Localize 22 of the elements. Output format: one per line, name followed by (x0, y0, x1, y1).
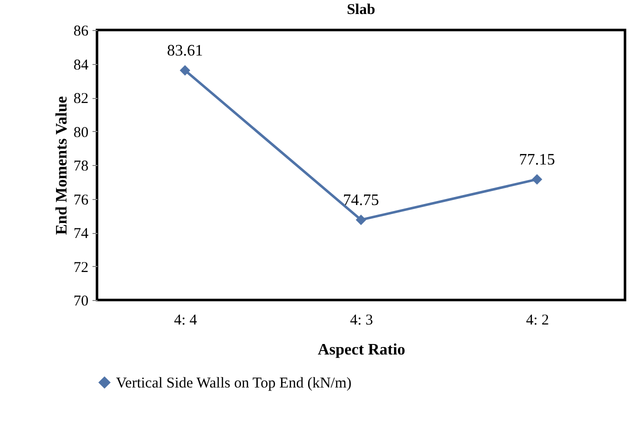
y-tick-label: 84 (74, 57, 89, 74)
data-label: 77.15 (519, 151, 555, 168)
legend-label: Vertical Side Walls on Top End (kN/m) (116, 376, 352, 392)
point (532, 174, 542, 185)
x-tick-label: 4: 3 (350, 312, 373, 328)
point (356, 214, 366, 226)
chart-title: Slab (346, 2, 376, 18)
x-tick-label: 4: 4 (174, 312, 198, 328)
y-tick-label: 82 (74, 91, 88, 107)
y-tick-label: 76 (74, 192, 89, 208)
x-tick-label: 4: 2 (526, 312, 549, 328)
x-axis-title: Aspect Ratio (318, 342, 406, 358)
y-tick-label: 70 (74, 294, 88, 310)
y-tick-label: 72 (74, 260, 88, 276)
data-label: 83.61 (167, 42, 203, 60)
y-tick-label: 78 (74, 158, 88, 174)
data-label: 74.75 (343, 192, 379, 209)
y-tick-label: 74 (74, 226, 89, 242)
point (180, 65, 190, 76)
y-tick-label: 80 (74, 124, 88, 141)
y-tick-label: 86 (74, 24, 89, 40)
y-axis-title: End Moments Value (54, 96, 70, 235)
